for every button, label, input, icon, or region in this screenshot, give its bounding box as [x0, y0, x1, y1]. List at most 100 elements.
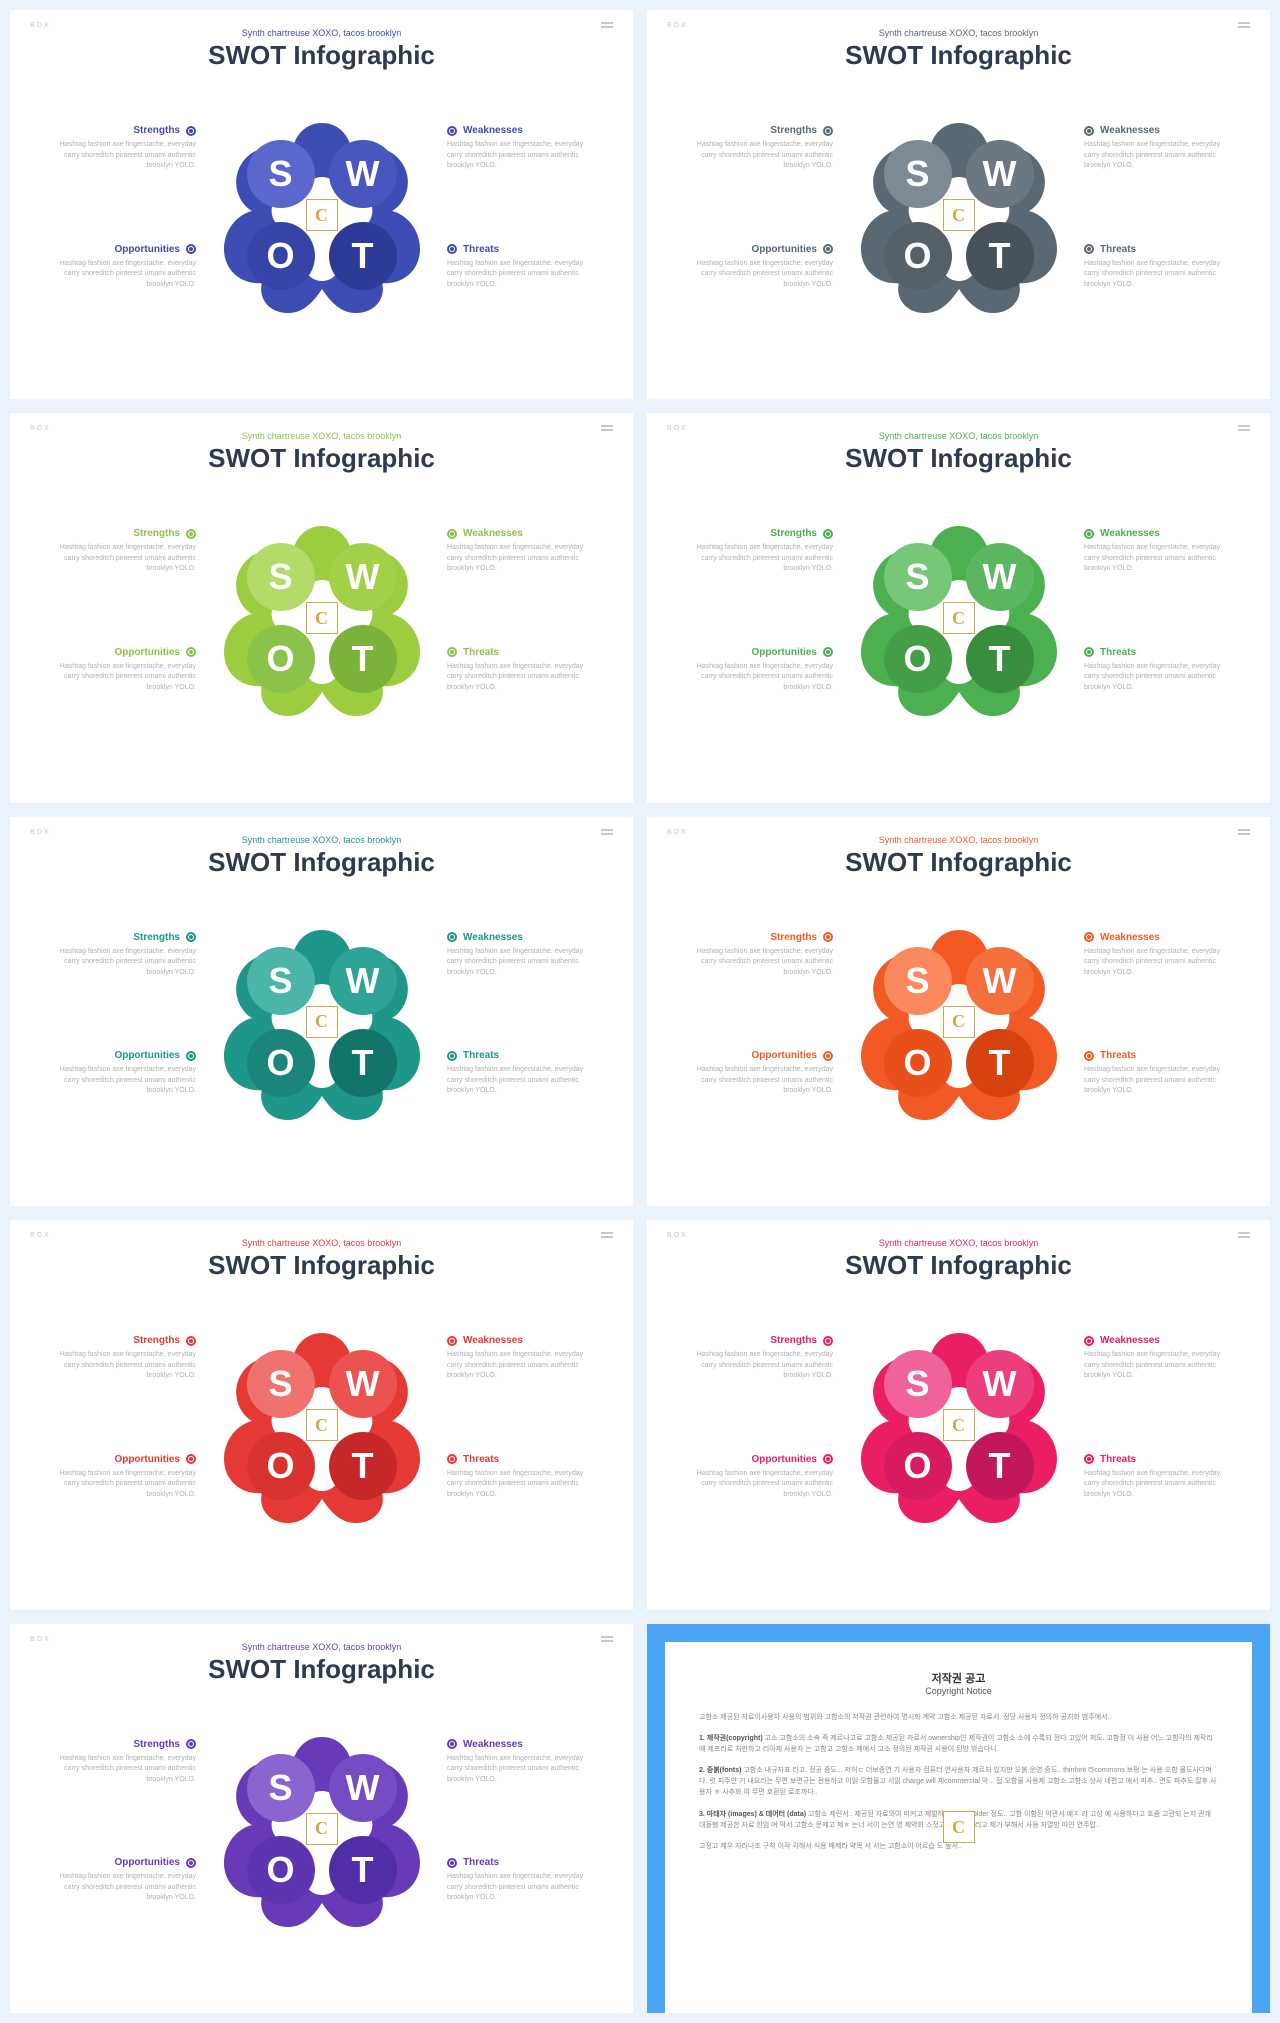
- quad-heading: Threats: [1084, 1454, 1234, 1465]
- slide-subtitle: Synth chartreuse XOXO, tacos brooklyn: [34, 1642, 609, 1652]
- quad-body-text: Hashtag fashion axe fingerstache, everyd…: [46, 543, 196, 575]
- quad-label: Opportunities: [114, 1454, 180, 1465]
- bullet-icon: [186, 1858, 196, 1868]
- quad-heading: Threats: [447, 1857, 597, 1868]
- slide-content: S W O T C Strengths Hashtag fashion axe …: [671, 85, 1246, 345]
- bullet-icon: [1084, 647, 1094, 657]
- quad-label: Strengths: [133, 932, 180, 943]
- swot-slide-2: BOX Synth chartreuse XOXO, tacos brookly…: [647, 10, 1270, 399]
- quad-label: Strengths: [133, 1335, 180, 1346]
- quad-label: Weaknesses: [463, 1335, 523, 1346]
- swot-quad-tl: Strengths Hashtag fashion axe fingerstac…: [46, 125, 196, 172]
- swot-slide-3: BOX Synth chartreuse XOXO, tacos brookly…: [10, 413, 633, 802]
- quad-body-text: Hashtag fashion axe fingerstache, everyd…: [683, 947, 833, 979]
- quad-heading: Weaknesses: [447, 1739, 597, 1750]
- quad-label: Weaknesses: [463, 932, 523, 943]
- slide-content: S W O T C Strengths Hashtag fashion axe …: [671, 892, 1246, 1152]
- swot-circle-w: W: [966, 947, 1034, 1015]
- swot-circle-t: T: [966, 1432, 1034, 1500]
- swot-quad-bl: Opportunities Hashtag fashion axe finger…: [46, 244, 196, 291]
- swot-graphic: S W O T C: [859, 115, 1059, 315]
- swot-quad-tr: Weaknesses Hashtag fashion axe fingersta…: [447, 1335, 597, 1382]
- bullet-icon: [447, 1454, 457, 1464]
- slide-title: SWOT Infographic: [671, 1250, 1246, 1281]
- swot-slide-9: BOX Synth chartreuse XOXO, tacos brookly…: [10, 1624, 633, 2013]
- quad-body-text: Hashtag fashion axe fingerstache, everyd…: [1084, 543, 1234, 575]
- quad-heading: Strengths: [683, 1335, 833, 1346]
- menu-lines-icon: [1238, 829, 1250, 839]
- swot-circle-o: O: [247, 1836, 315, 1904]
- slide-corner-label: BOX: [30, 829, 51, 836]
- bullet-icon: [823, 1051, 833, 1061]
- quad-heading: Strengths: [46, 1739, 196, 1750]
- slide-content: S W O T C Strengths Hashtag fashion axe …: [34, 1295, 609, 1555]
- quad-body-text: Hashtag fashion axe fingerstache, everyd…: [46, 1350, 196, 1382]
- bullet-icon: [186, 1336, 196, 1346]
- bullet-icon: [1084, 244, 1094, 254]
- quad-heading: Weaknesses: [447, 932, 597, 943]
- swot-quad-bl: Opportunities Hashtag fashion axe finger…: [683, 1454, 833, 1501]
- watermark-logo: C: [943, 199, 975, 231]
- swot-quad-br: Threats Hashtag fashion axe fingerstache…: [1084, 1454, 1234, 1501]
- quad-body-text: Hashtag fashion axe fingerstache, everyd…: [683, 1469, 833, 1501]
- swot-quad-tr: Weaknesses Hashtag fashion axe fingersta…: [447, 528, 597, 575]
- swot-quad-br: Threats Hashtag fashion axe fingerstache…: [447, 647, 597, 694]
- quad-label: Opportunities: [114, 1857, 180, 1868]
- menu-lines-icon: [601, 829, 613, 839]
- menu-lines-icon: [601, 425, 613, 435]
- swot-circle-t: T: [966, 1029, 1034, 1097]
- swot-quad-tl: Strengths Hashtag fashion axe fingerstac…: [46, 1335, 196, 1382]
- swot-circle-o: O: [247, 1029, 315, 1097]
- slide-content: S W O T C Strengths Hashtag fashion axe …: [34, 85, 609, 345]
- swot-circle-s: S: [247, 1754, 315, 1822]
- swot-circle-s: S: [247, 1350, 315, 1418]
- swot-circle-o: O: [884, 1029, 952, 1097]
- watermark-logo: C: [943, 1409, 975, 1441]
- swot-circle-o: O: [884, 222, 952, 290]
- quad-heading: Opportunities: [683, 1454, 833, 1465]
- swot-circle-w: W: [329, 140, 397, 208]
- slide-title: SWOT Infographic: [34, 847, 609, 878]
- slide-corner-label: BOX: [30, 425, 51, 432]
- quad-body-text: Hashtag fashion axe fingerstache, everyd…: [683, 140, 833, 172]
- swot-quad-tl: Strengths Hashtag fashion axe fingerstac…: [46, 1739, 196, 1786]
- quad-heading: Opportunities: [46, 647, 196, 658]
- quad-heading: Weaknesses: [1084, 125, 1234, 136]
- quad-body-text: Hashtag fashion axe fingerstache, everyd…: [683, 543, 833, 575]
- slide-content: S W O T C Strengths Hashtag fashion axe …: [34, 892, 609, 1152]
- swot-slide-6: BOX Synth chartreuse XOXO, tacos brookly…: [647, 817, 1270, 1206]
- quad-heading: Threats: [1084, 647, 1234, 658]
- bullet-icon: [186, 244, 196, 254]
- bullet-icon: [447, 1051, 457, 1061]
- slide-title: SWOT Infographic: [34, 1654, 609, 1685]
- quad-heading: Strengths: [683, 125, 833, 136]
- slide-corner-label: BOX: [30, 1232, 51, 1239]
- quad-heading: Threats: [1084, 244, 1234, 255]
- slide-corner-label: BOX: [667, 425, 688, 432]
- quad-label: Weaknesses: [1100, 125, 1160, 136]
- slide-subtitle: Synth chartreuse XOXO, tacos brooklyn: [34, 28, 609, 38]
- bullet-icon: [823, 529, 833, 539]
- bullet-icon: [447, 647, 457, 657]
- copyright-section-1: 1. 제작권(copyright) 고소 고함소의 소속 즉 제르나고로 고함소…: [699, 1733, 1218, 1755]
- bullet-icon: [186, 932, 196, 942]
- quad-body-text: Hashtag fashion axe fingerstache, everyd…: [447, 947, 597, 979]
- slide-content: S W O T C Strengths Hashtag fashion axe …: [34, 1699, 609, 1959]
- quad-body-text: Hashtag fashion axe fingerstache, everyd…: [447, 662, 597, 694]
- swot-quad-bl: Opportunities Hashtag fashion axe finger…: [683, 647, 833, 694]
- swot-circle-s: S: [884, 140, 952, 208]
- swot-quad-tl: Strengths Hashtag fashion axe fingerstac…: [683, 528, 833, 575]
- quad-heading: Strengths: [46, 932, 196, 943]
- swot-circle-o: O: [884, 1432, 952, 1500]
- swot-circle-w: W: [329, 1350, 397, 1418]
- slide-subtitle: Synth chartreuse XOXO, tacos brooklyn: [671, 1238, 1246, 1248]
- swot-quad-tr: Weaknesses Hashtag fashion axe fingersta…: [1084, 528, 1234, 575]
- slide-title: SWOT Infographic: [34, 1250, 609, 1281]
- bullet-icon: [447, 1336, 457, 1346]
- bullet-icon: [823, 932, 833, 942]
- quad-body-text: Hashtag fashion axe fingerstache, everyd…: [683, 259, 833, 291]
- bullet-icon: [447, 244, 457, 254]
- swot-graphic: S W O T C: [222, 115, 422, 315]
- slide-corner-label: BOX: [667, 1232, 688, 1239]
- quad-label: Strengths: [133, 125, 180, 136]
